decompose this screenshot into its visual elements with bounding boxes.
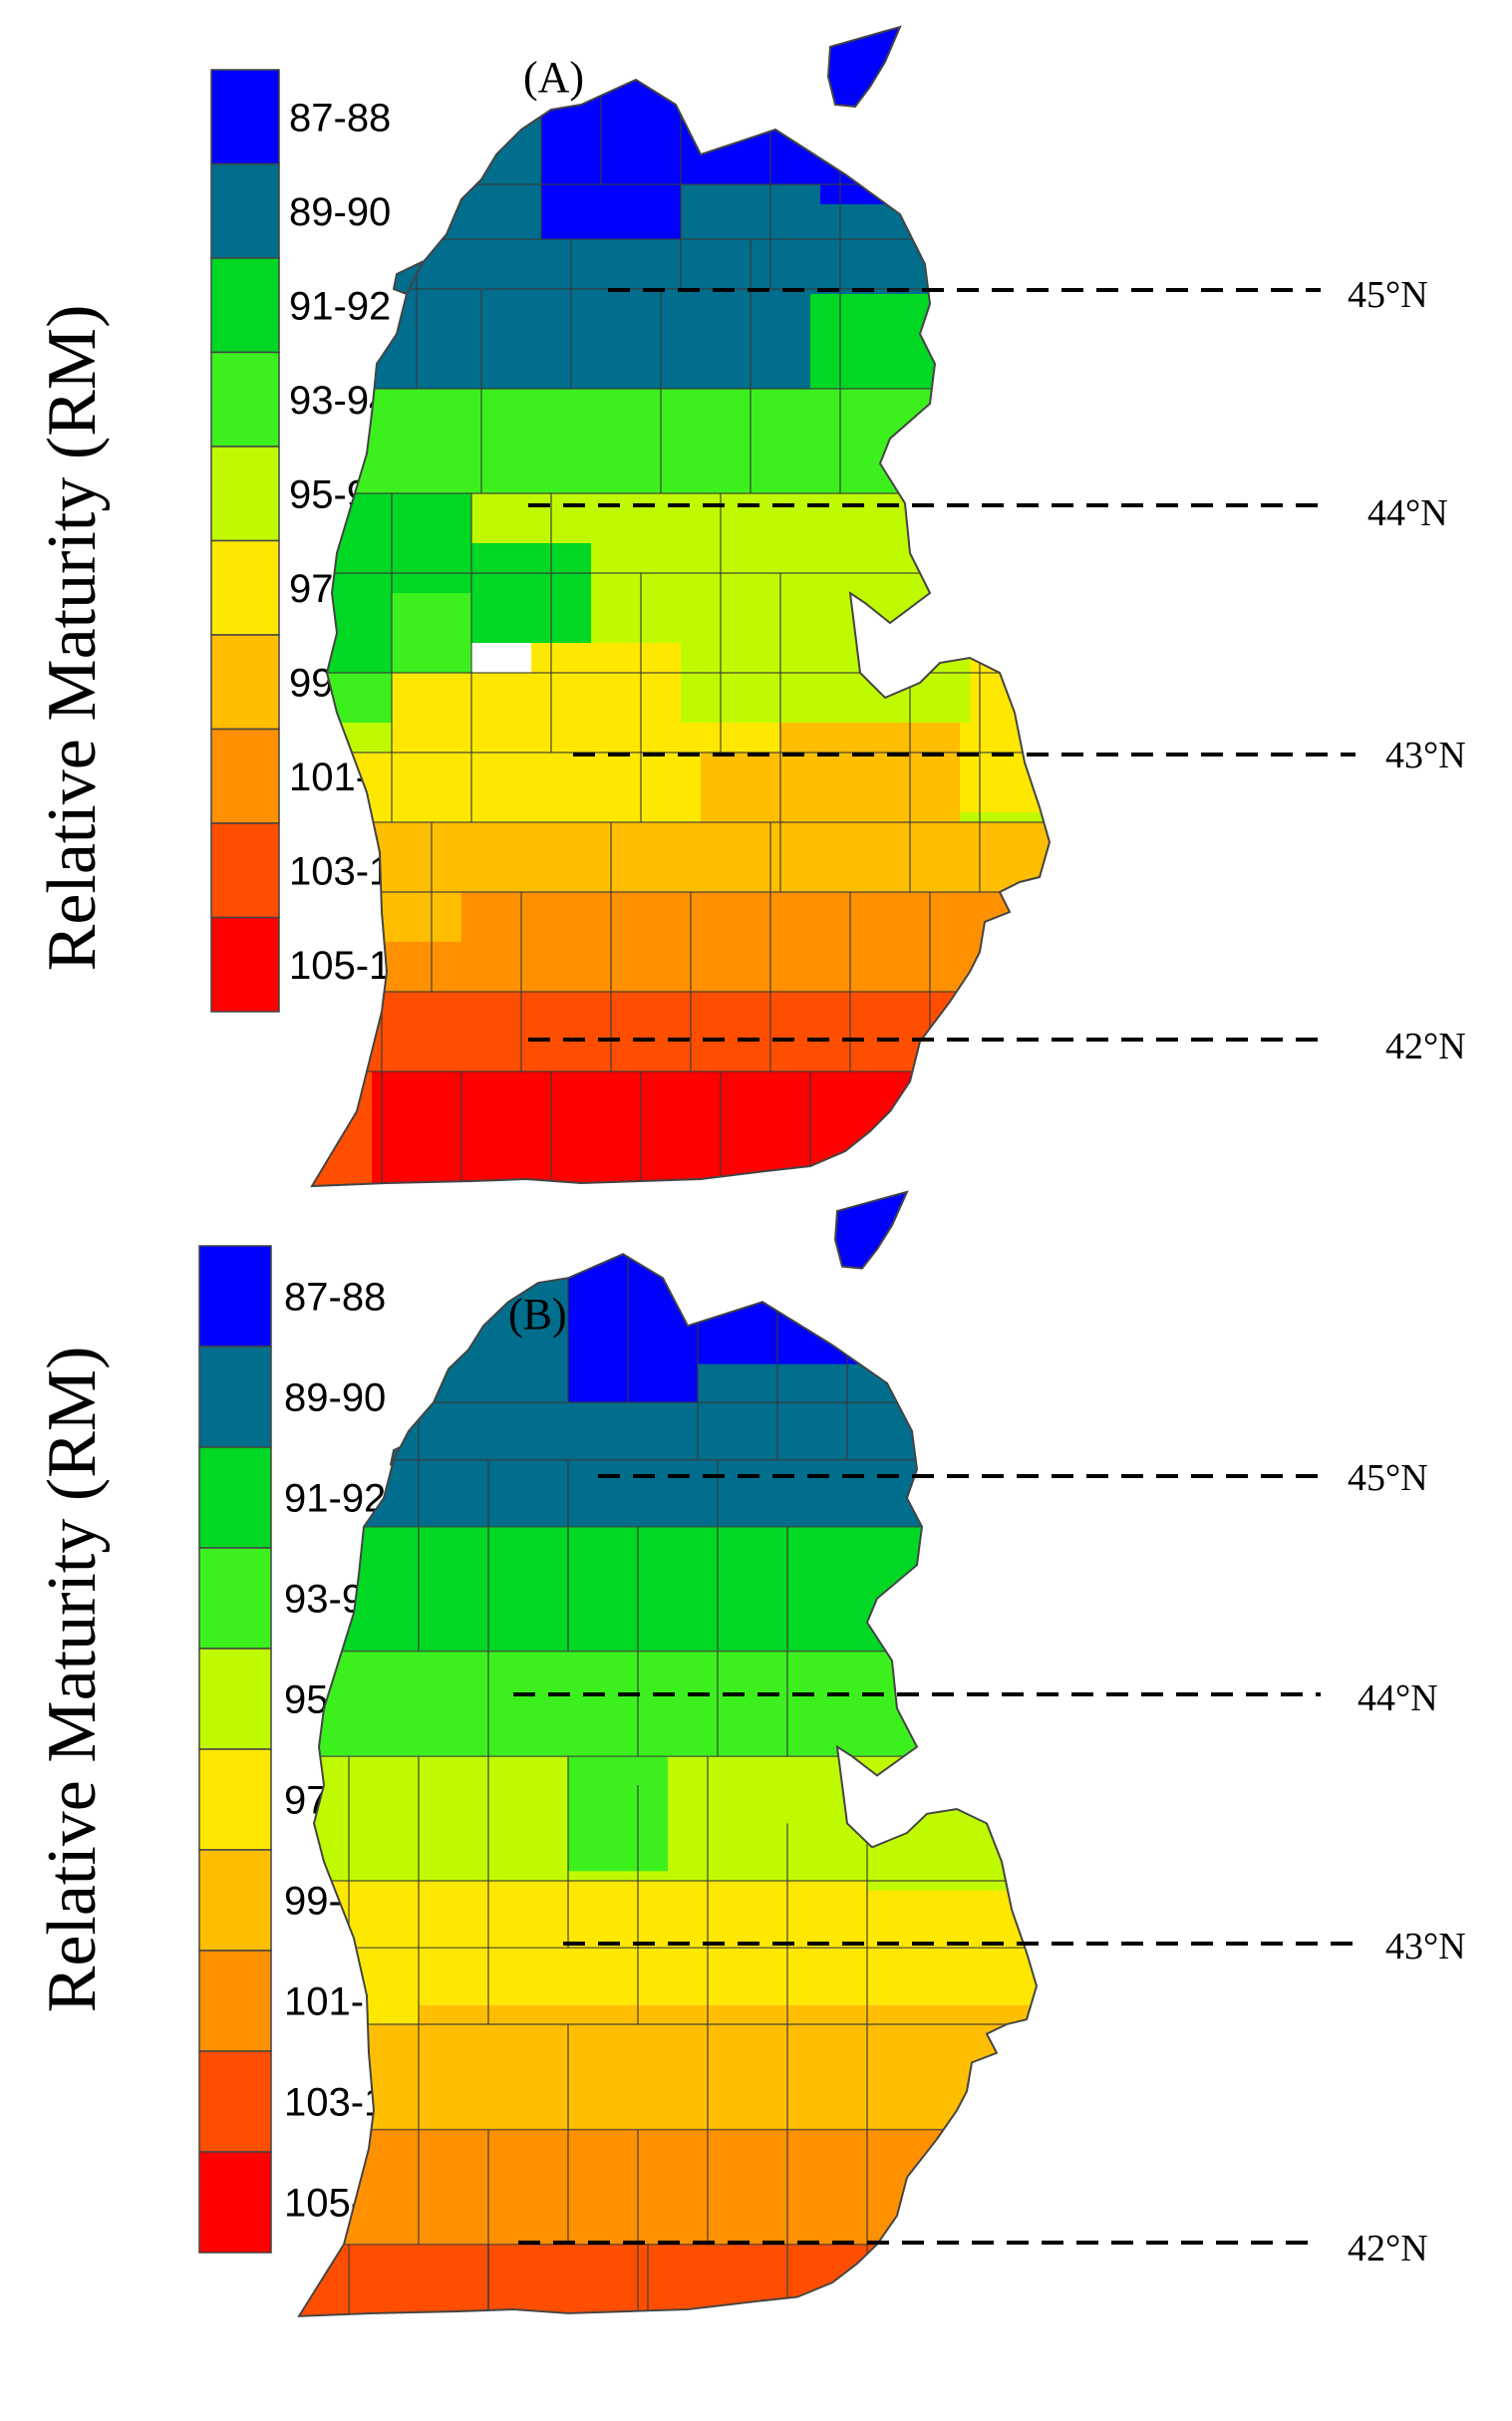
rm-zone-a-3: [312, 389, 1050, 493]
legend-label-b-1: 89-90: [284, 1376, 386, 1420]
latitude-lines-a: 45°N 44°N 43°N 42°N: [528, 274, 1466, 1067]
legend-swatch-a-8: [210, 822, 280, 919]
rm-zone-a-12: [312, 723, 1050, 892]
lat-42-label-b: 42°N: [1348, 2228, 1428, 2270]
legend-swatch-b-9: [198, 2151, 272, 2254]
lat-44-label-a: 44°N: [1367, 492, 1448, 534]
rm-zone-b-11: [299, 2244, 1037, 2316]
legend-swatch-b-8: [198, 2050, 272, 2153]
rm-zone-a-17: [312, 992, 1050, 1071]
map-panel-b: [269, 1190, 1066, 2416]
rm-zone-b-10: [299, 2129, 1037, 2245]
y-axis-label-a: Relative Maturity (RM): [34, 305, 111, 972]
panel-label-a: (A): [523, 53, 584, 102]
y-axis-label-b: Relative Maturity (RM): [34, 1347, 111, 2013]
legend-swatch-a-1: [210, 162, 280, 259]
rm-zone-a-11: [970, 603, 1050, 733]
legend-swatch-a-2: [210, 257, 280, 354]
legend-swatch-b-3: [198, 1547, 272, 1650]
rm-zone-b-2: [299, 1526, 1037, 1652]
legend-swatch-a-5: [210, 539, 280, 636]
legend-swatch-a-4: [210, 446, 280, 542]
legend-swatch-a-0: [210, 69, 280, 165]
rm-zone-a-13: [312, 892, 461, 942]
rm-zone-b-12: [269, 2330, 1066, 2416]
island-a: [827, 26, 901, 108]
legend-a: 87-8889-9091-9293-9495-9697-9899-100101-…: [210, 69, 436, 1013]
legend-label-a-0: 87-88: [289, 96, 391, 140]
legend-swatch-a-3: [210, 351, 280, 448]
rm-zone-b-3: [299, 1651, 1037, 1757]
legend-swatch-a-6: [210, 634, 280, 731]
lat-42-label-a: 42°N: [1385, 1026, 1466, 1067]
legend-label-a-2: 91-92: [289, 284, 391, 328]
legend-swatch-b-6: [198, 1849, 272, 1952]
map-panel-a: [311, 26, 1051, 1187]
rm-zone-a-10: [312, 723, 392, 753]
legend-label-b-2: 91-92: [284, 1477, 386, 1521]
lat-45-label-b: 45°N: [1348, 1457, 1428, 1499]
legend-swatch-a-7: [210, 728, 280, 824]
legend-swatch-b-4: [198, 1648, 272, 1750]
legend-label-a-1: 89-90: [289, 190, 391, 234]
legend-swatch-b-5: [198, 1748, 272, 1851]
lat-43-label-b: 43°N: [1385, 1926, 1466, 1967]
rm-zone-a-20: [312, 1032, 372, 1186]
rm-zone-a-14: [461, 892, 1050, 942]
panel-label-b: (B): [508, 1290, 567, 1339]
lat-44-label-b: 44°N: [1358, 1677, 1438, 1719]
legend-swatch-b-2: [198, 1446, 272, 1549]
lat-45-label-a: 45°N: [1348, 274, 1428, 316]
rm-zone-a-7: [471, 543, 591, 643]
legend-swatch-b-7: [198, 1950, 272, 2052]
latitude-lines-b: 45°N 44°N 43°N 42°N: [513, 1457, 1466, 2270]
legend-swatch-b-0: [198, 1245, 272, 1348]
rm-zone-a-8: [312, 673, 392, 723]
legend-swatch-b-1: [198, 1346, 272, 1448]
rm-zone-a-5: [392, 593, 471, 673]
rm-zone-b-5: [568, 1756, 668, 1872]
legend-label-b-0: 87-88: [284, 1276, 386, 1320]
legend-swatch-a-9: [210, 916, 280, 1013]
rm-zone-a-16: [312, 912, 1050, 992]
rm-zone-a-2: [810, 294, 1050, 389]
island-b: [834, 1190, 908, 1270]
lat-43-label-a: 43°N: [1385, 735, 1466, 776]
